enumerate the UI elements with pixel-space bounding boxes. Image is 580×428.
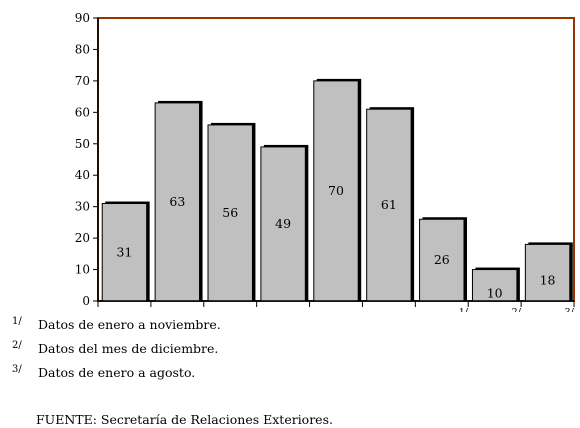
- footnote-text: Datos de enero a agosto.: [38, 365, 196, 380]
- footnote-3: 3/Datos de enero a agosto.: [12, 364, 195, 380]
- footnote-text: Datos de enero a noviembre.: [38, 317, 221, 332]
- y-tick-label: 20: [75, 231, 90, 245]
- source-note: FUENTE: Secretaría de Relaciones Exterio…: [36, 412, 333, 427]
- x-tick-note: 3/: [565, 307, 575, 312]
- data-label: 61: [381, 197, 397, 212]
- bar: [419, 218, 465, 302]
- x-tick-note: 2/: [512, 307, 522, 312]
- x-tick-label: 2005: [373, 311, 405, 312]
- x-tick-label: 2004: [320, 311, 352, 312]
- footnote-mark: 3/: [12, 364, 22, 375]
- y-tick-label: 60: [75, 105, 90, 119]
- x-tick-label: 2006: [479, 311, 511, 312]
- footnote-1: 1/Datos de enero a noviembre.: [12, 316, 221, 332]
- y-tick-label: 30: [75, 200, 90, 214]
- y-tick-label: 70: [75, 74, 90, 88]
- y-tick-label: 50: [75, 137, 90, 151]
- footnote-text: Datos del mes de diciembre.: [38, 341, 219, 356]
- bar: [154, 102, 201, 302]
- x-tick-label: 2007: [532, 311, 564, 312]
- y-tick-label: 0: [82, 294, 90, 308]
- x-tick-label: 2000: [109, 311, 141, 312]
- bar: [471, 269, 518, 302]
- data-label: 49: [275, 216, 291, 231]
- y-tick-label: 10: [75, 263, 90, 277]
- bar: [101, 203, 148, 302]
- data-label: 10: [487, 285, 503, 300]
- data-label: 18: [540, 273, 556, 288]
- data-label: 31: [116, 244, 132, 259]
- x-tick-label: 2002: [214, 311, 246, 312]
- data-label: 26: [434, 252, 450, 267]
- bar: [366, 108, 412, 302]
- x-tick-label: 2003: [267, 311, 299, 312]
- footnote-mark: 2/: [12, 340, 22, 351]
- y-tick-label: 80: [75, 42, 90, 56]
- footnote-2: 2/Datos del mes de diciembre.: [12, 340, 218, 356]
- y-tick-label: 90: [75, 11, 90, 25]
- data-label: 70: [328, 183, 344, 198]
- bar-chart: 31 63 56 49 70 61 26 10 18 0 10 20 30 40 50 60 70 80 90 2…: [75, 11, 575, 312]
- x-tick-label: 2001: [161, 311, 193, 312]
- y-tick-label: 40: [75, 168, 90, 182]
- data-label: 63: [169, 194, 185, 209]
- x-tick-note: 1/: [459, 307, 469, 312]
- x-tick-label: 2006: [426, 311, 458, 312]
- data-label: 56: [222, 205, 238, 220]
- footnote-mark: 1/: [12, 316, 22, 327]
